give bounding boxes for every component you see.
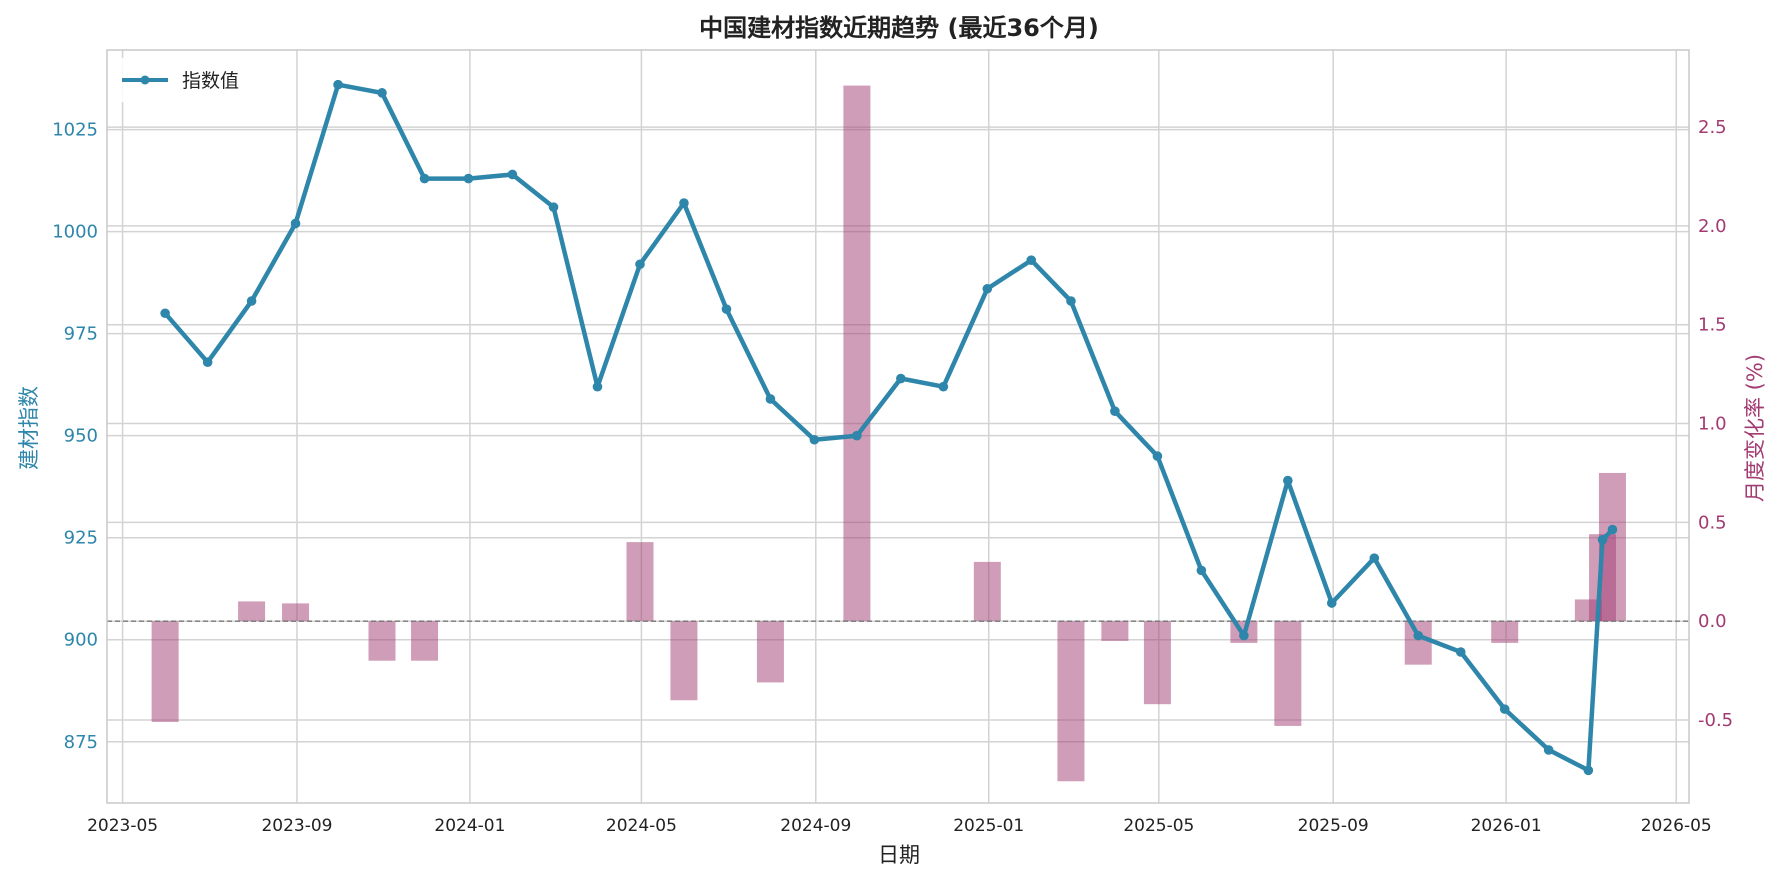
y-tick-label: 1000 <box>52 222 98 243</box>
y2-tick-label: 1.0 <box>1698 414 1727 435</box>
y-tick-label: 950 <box>64 426 98 447</box>
index-point <box>1326 598 1337 608</box>
change-bar <box>1404 621 1432 665</box>
grid-layer <box>107 50 1689 803</box>
index-point <box>1152 451 1163 461</box>
change-bar <box>282 603 310 622</box>
index-point <box>290 218 301 229</box>
index-point <box>809 434 820 445</box>
x-axis-ticks: 2023-05 2023-09 2024-01 2024-05 2024-09 2025-… <box>87 816 1712 836</box>
index-point <box>1369 553 1380 563</box>
y-tick-label: 975 <box>64 324 98 345</box>
index-point <box>1607 524 1618 535</box>
y2-tick-label: 2.0 <box>1698 216 1727 237</box>
index-point <box>507 169 518 180</box>
y-tick-label: 925 <box>64 528 98 549</box>
y2-tick-label: 1.5 <box>1698 315 1727 336</box>
change-bar <box>1491 621 1519 643</box>
y-axis-label: 建材指数 <box>17 386 41 470</box>
index-point <box>160 308 170 319</box>
change-bar <box>626 542 654 622</box>
x-tick-label: 2026-05 <box>1641 816 1712 836</box>
index-point <box>679 198 689 208</box>
index-point <box>1239 630 1249 641</box>
change-bar <box>151 621 179 722</box>
index-point <box>592 381 603 392</box>
x-tick-label: 2024-05 <box>606 816 677 836</box>
index-point <box>1283 475 1293 486</box>
change-bar <box>368 621 396 661</box>
y-tick-label: 900 <box>64 630 98 651</box>
index-point <box>377 88 387 98</box>
x-tick-label: 2024-01 <box>434 816 505 836</box>
index-point <box>246 296 257 306</box>
change-bar <box>411 621 439 661</box>
index-point <box>1196 565 1207 576</box>
change-bar <box>973 561 1001 622</box>
y2-tick-label: 2.5 <box>1698 117 1727 138</box>
y-tick-label: 875 <box>64 732 98 753</box>
index-point <box>548 202 559 212</box>
index-point <box>1499 704 1510 714</box>
y2-axis-ticks: -0.5 0.0 0.5 1.0 1.5 2.0 2.5 <box>1698 117 1733 731</box>
change-bar <box>670 621 698 701</box>
change-bar <box>843 85 871 622</box>
index-point <box>1597 534 1608 545</box>
index-point <box>765 394 776 404</box>
index-point <box>1455 647 1466 657</box>
index-point <box>463 173 474 184</box>
index-point <box>1026 255 1037 265</box>
index-point <box>1543 745 1554 755</box>
index-point <box>852 430 862 441</box>
index-point <box>419 173 430 184</box>
x-tick-label: 2026-01 <box>1471 816 1542 836</box>
index-line <box>162 82 1615 773</box>
index-point <box>1413 630 1424 641</box>
legend: 指数值 <box>112 58 262 102</box>
change-bar <box>1101 621 1129 641</box>
y2-tick-label: 0.0 <box>1698 611 1727 632</box>
x-axis-label: 日期 <box>878 843 920 867</box>
index-point <box>333 79 343 90</box>
change-bar <box>756 621 784 683</box>
change-bar <box>238 601 266 622</box>
y2-axis-label: 月度变化率 (%) <box>1743 354 1767 502</box>
index-point <box>1066 296 1076 306</box>
x-tick-label: 2025-09 <box>1298 816 1369 836</box>
line-layer <box>160 79 1618 776</box>
y-axis-ticks: 875 900 925 950 975 1000 1025 <box>52 120 98 753</box>
y2-tick-label: -0.5 <box>1698 710 1733 731</box>
index-point <box>1583 765 1594 776</box>
y2-tick-label: 0.5 <box>1698 512 1727 533</box>
index-point <box>721 304 732 314</box>
change-bar <box>1143 621 1171 705</box>
index-point <box>202 357 213 368</box>
plot-frame <box>106 49 1690 804</box>
x-tick-label: 2024-09 <box>780 816 851 836</box>
change-bar <box>1057 621 1085 782</box>
index-point <box>982 283 993 294</box>
index-point <box>896 373 906 384</box>
index-point <box>635 259 645 270</box>
chart-title: 中国建材指数近期趋势 (最近36个月) <box>699 14 1099 42</box>
legend-entry-label: 指数值 <box>182 70 239 92</box>
index-point <box>1110 406 1120 416</box>
y-tick-label: 1025 <box>52 120 98 141</box>
change-bar <box>1274 621 1302 726</box>
index-point <box>938 381 949 392</box>
x-tick-label: 2023-05 <box>87 816 158 836</box>
legend-marker <box>140 75 150 85</box>
x-tick-label: 2025-01 <box>953 816 1024 836</box>
x-tick-label: 2023-09 <box>261 816 332 836</box>
bar-layer <box>151 85 1626 782</box>
x-tick-label: 2025-05 <box>1123 816 1194 836</box>
